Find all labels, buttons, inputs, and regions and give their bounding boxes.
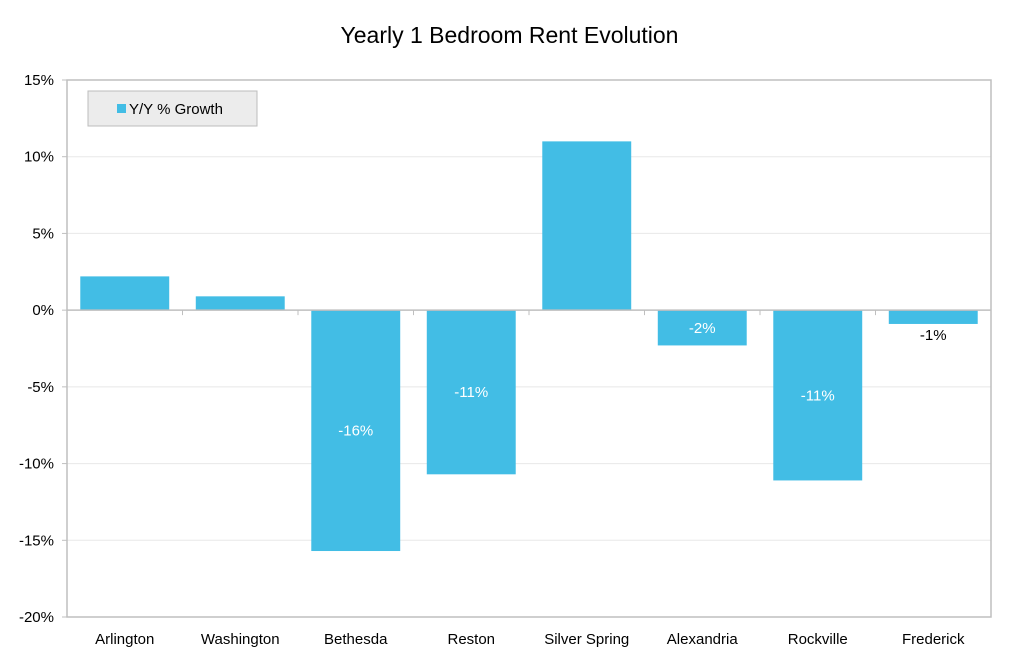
x-tick-label: Silver Spring [544,631,629,648]
x-tick-label: Alexandria [667,631,739,648]
y-tick-label: 5% [32,225,54,242]
bar-washington [195,296,285,311]
bar-silver-spring [542,141,632,311]
x-tick-label: Washington [201,631,280,648]
data-label: -16% [338,423,373,440]
legend-label: Y/Y % Growth [129,101,223,118]
legend-box [87,90,258,127]
chart-title: Yearly 1 Bedroom Rent Evolution [340,22,679,48]
x-tick-label: Bethesda [324,631,388,648]
data-labels: -16% -11% -2% -11% -1% [338,320,946,440]
data-label: -2% [689,320,716,337]
x-tick-label: Arlington [95,631,154,648]
y-axis-ticks: 15% 10% 5% 0% -5% -10% -15% -20% [19,72,67,626]
x-tick-label: Frederick [902,631,965,648]
y-tick-label: -20% [19,609,54,626]
x-tick-label: Rockville [788,631,848,648]
axes [66,79,992,618]
y-tick-label: -15% [19,532,54,549]
data-label: -1% [920,327,947,344]
data-label: -11% [454,384,488,401]
plot-area-border [66,79,992,618]
y-tick-label: 15% [24,72,54,89]
bar-arlington [80,276,170,311]
y-tick-label: -5% [27,379,54,396]
legend-swatch [117,104,126,113]
y-tick-label: 0% [32,302,54,319]
bar-reston [426,310,516,475]
bar-alexandria [657,310,747,346]
data-label: -11% [801,387,835,404]
y-tick-label: 10% [24,149,54,166]
bar-rockville [773,310,863,481]
bar-frederick [888,310,978,324]
bars [80,141,978,552]
x-tick-label: Reston [447,631,495,648]
y-tick-label: -10% [19,456,54,473]
legend: Y/Y % Growth [87,90,258,127]
x-axis-ticks: Arlington Washington Bethesda Reston Silver … [95,631,965,648]
bar-bethesda [311,310,401,552]
